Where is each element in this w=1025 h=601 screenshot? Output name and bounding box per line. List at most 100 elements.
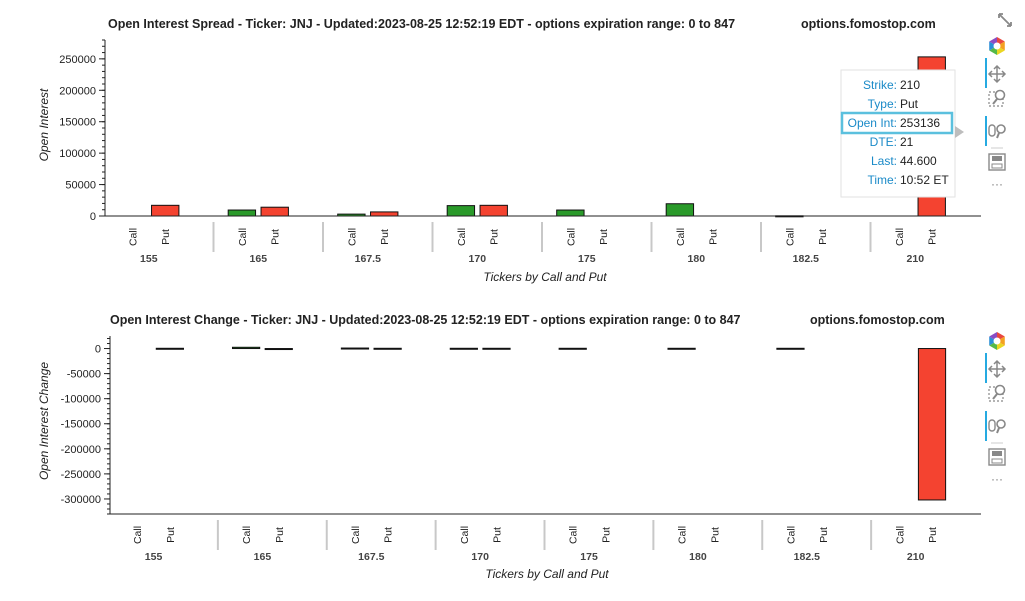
- bar-call-170[interactable]: [449, 347, 478, 350]
- bar-call-170[interactable]: [446, 205, 476, 217]
- y-tick-label: 0: [95, 344, 101, 356]
- bar-call-167.5[interactable]: [340, 347, 370, 350]
- bar-put-165[interactable]: [264, 348, 293, 351]
- box-zoom-icon[interactable]: [988, 89, 1006, 107]
- chart-title: Open Interest Change - Ticker: JNJ - Upd…: [110, 313, 741, 327]
- x-subcategory-label: Put: [709, 527, 721, 543]
- bar-put-210[interactable]: [917, 348, 947, 501]
- y-axis: 250000 200000 150000 100000 50000 0: [59, 39, 106, 223]
- watermark: options.fomostop.com: [810, 313, 945, 327]
- tooltip-key: Last:: [871, 154, 897, 168]
- bar-put-165[interactable]: [260, 206, 289, 217]
- y-axis-label: Open Interest: [37, 88, 51, 161]
- x-group-label: 182.5: [793, 253, 819, 265]
- tooltip-key: Open Int:: [848, 116, 897, 130]
- bar-call-175[interactable]: [556, 209, 585, 217]
- x-subcategory-label: Put: [600, 527, 612, 543]
- toolbar-top: ···: [985, 37, 1007, 191]
- toolbars: ··· ···: [985, 13, 1012, 486]
- wheel-zoom-icon[interactable]: [988, 124, 1006, 139]
- bar-call-180[interactable]: [665, 203, 695, 217]
- active-tool-indicator: [985, 58, 987, 88]
- bars: [151, 56, 946, 218]
- bokeh-logo-icon[interactable]: [989, 37, 1005, 55]
- bar-call-175[interactable]: [558, 347, 587, 350]
- y-tick-label: -250000: [61, 469, 101, 481]
- x-group-label: 155: [140, 253, 158, 265]
- toolbar-bottom: ···: [985, 332, 1007, 486]
- y-tick-label: -150000: [61, 419, 101, 431]
- x-subcategory-label: Call: [237, 228, 249, 246]
- save-icon[interactable]: [988, 153, 1006, 171]
- open-interest-change-chart: Open Interest Change - Ticker: JNJ - Upd…: [37, 313, 981, 581]
- x-subcategory-label: Call: [894, 228, 906, 246]
- chart-title: Open Interest Spread - Ticker: JNJ - Upd…: [108, 17, 735, 31]
- x-group-label: 180: [689, 551, 707, 563]
- box-zoom-icon[interactable]: [988, 384, 1006, 402]
- tooltip-pointer: [955, 126, 964, 138]
- tooltip-key: Time:: [867, 173, 897, 187]
- x-subcategory-label: Put: [383, 527, 395, 543]
- bar-put-170[interactable]: [482, 347, 511, 350]
- x-subcategory-label: Call: [127, 228, 139, 246]
- bar-put-167.5[interactable]: [370, 211, 399, 217]
- wheel-zoom-icon[interactable]: [988, 419, 1006, 434]
- x-subcategory-label: Call: [677, 526, 689, 544]
- x-group-label: 210: [907, 253, 925, 265]
- more-icon[interactable]: ···: [991, 177, 1003, 191]
- x-subcategory-label: Put: [274, 527, 286, 543]
- x-group-label: 165: [254, 551, 272, 563]
- bar-put-155[interactable]: [151, 204, 180, 217]
- y-tick-label: 200000: [59, 85, 96, 97]
- x-subcategory-label: Call: [894, 526, 906, 544]
- x-subcategory-label: Put: [708, 229, 720, 245]
- bar-call-180[interactable]: [667, 347, 696, 350]
- x-subcategory-label: Put: [818, 527, 830, 543]
- x-subcategory-label: Put: [598, 229, 610, 245]
- save-icon[interactable]: [988, 448, 1006, 466]
- bokeh-logo-icon[interactable]: [989, 332, 1005, 350]
- x-subcategory-label: Put: [927, 527, 939, 543]
- y-tick-label: -200000: [61, 444, 101, 456]
- y-tick-label: -100000: [61, 394, 101, 406]
- x-group-label: 210: [907, 551, 925, 563]
- bar-put-167.5[interactable]: [373, 347, 402, 350]
- x-subcategory-label: Call: [568, 526, 580, 544]
- open-interest-spread-chart: Open Interest Spread - Ticker: JNJ - Upd…: [37, 17, 981, 284]
- tooltip-value: 44.600: [900, 154, 937, 168]
- x-group-label: 182.5: [794, 551, 820, 563]
- bar-put-170[interactable]: [479, 204, 508, 217]
- watermark: options.fomostop.com: [801, 17, 936, 31]
- bar-call-182.5[interactable]: [776, 347, 805, 350]
- x-subcategory-label: Call: [784, 228, 796, 246]
- y-tick-label: 150000: [59, 117, 96, 129]
- x-group-label: 180: [688, 253, 706, 265]
- x-group-label: 165: [250, 253, 268, 265]
- tooltip-value: Put: [900, 97, 919, 111]
- pan-icon[interactable]: [987, 64, 1007, 84]
- tooltip-value: 21: [900, 135, 914, 149]
- bar-call-165[interactable]: [231, 346, 261, 350]
- bar-call-165[interactable]: [227, 209, 257, 217]
- active-tool-indicator: [985, 116, 987, 146]
- y-tick-label: 250000: [59, 54, 96, 66]
- x-subcategory-label: Put: [270, 229, 282, 245]
- x-subcategory-label: Call: [241, 526, 253, 544]
- bar-put-155[interactable]: [155, 347, 184, 350]
- x-group-label: 175: [580, 551, 598, 563]
- x-subcategory-label: Call: [132, 526, 144, 544]
- x-group-label: 167.5: [358, 551, 384, 563]
- x-subcategory-label: Call: [350, 526, 362, 544]
- expand-icon[interactable]: [998, 13, 1012, 27]
- x-axis-label: Tickers by Call and Put: [485, 567, 609, 581]
- more-icon[interactable]: ···: [991, 472, 1003, 486]
- tooltip-value: 10:52 ET: [900, 173, 949, 187]
- y-axis-label: Open Interest Change: [37, 362, 51, 480]
- x-subcategory-label: Call: [675, 228, 687, 246]
- pan-icon[interactable]: [987, 359, 1007, 379]
- x-group-label: 170: [471, 551, 489, 563]
- x-subcategory-label: Call: [785, 526, 797, 544]
